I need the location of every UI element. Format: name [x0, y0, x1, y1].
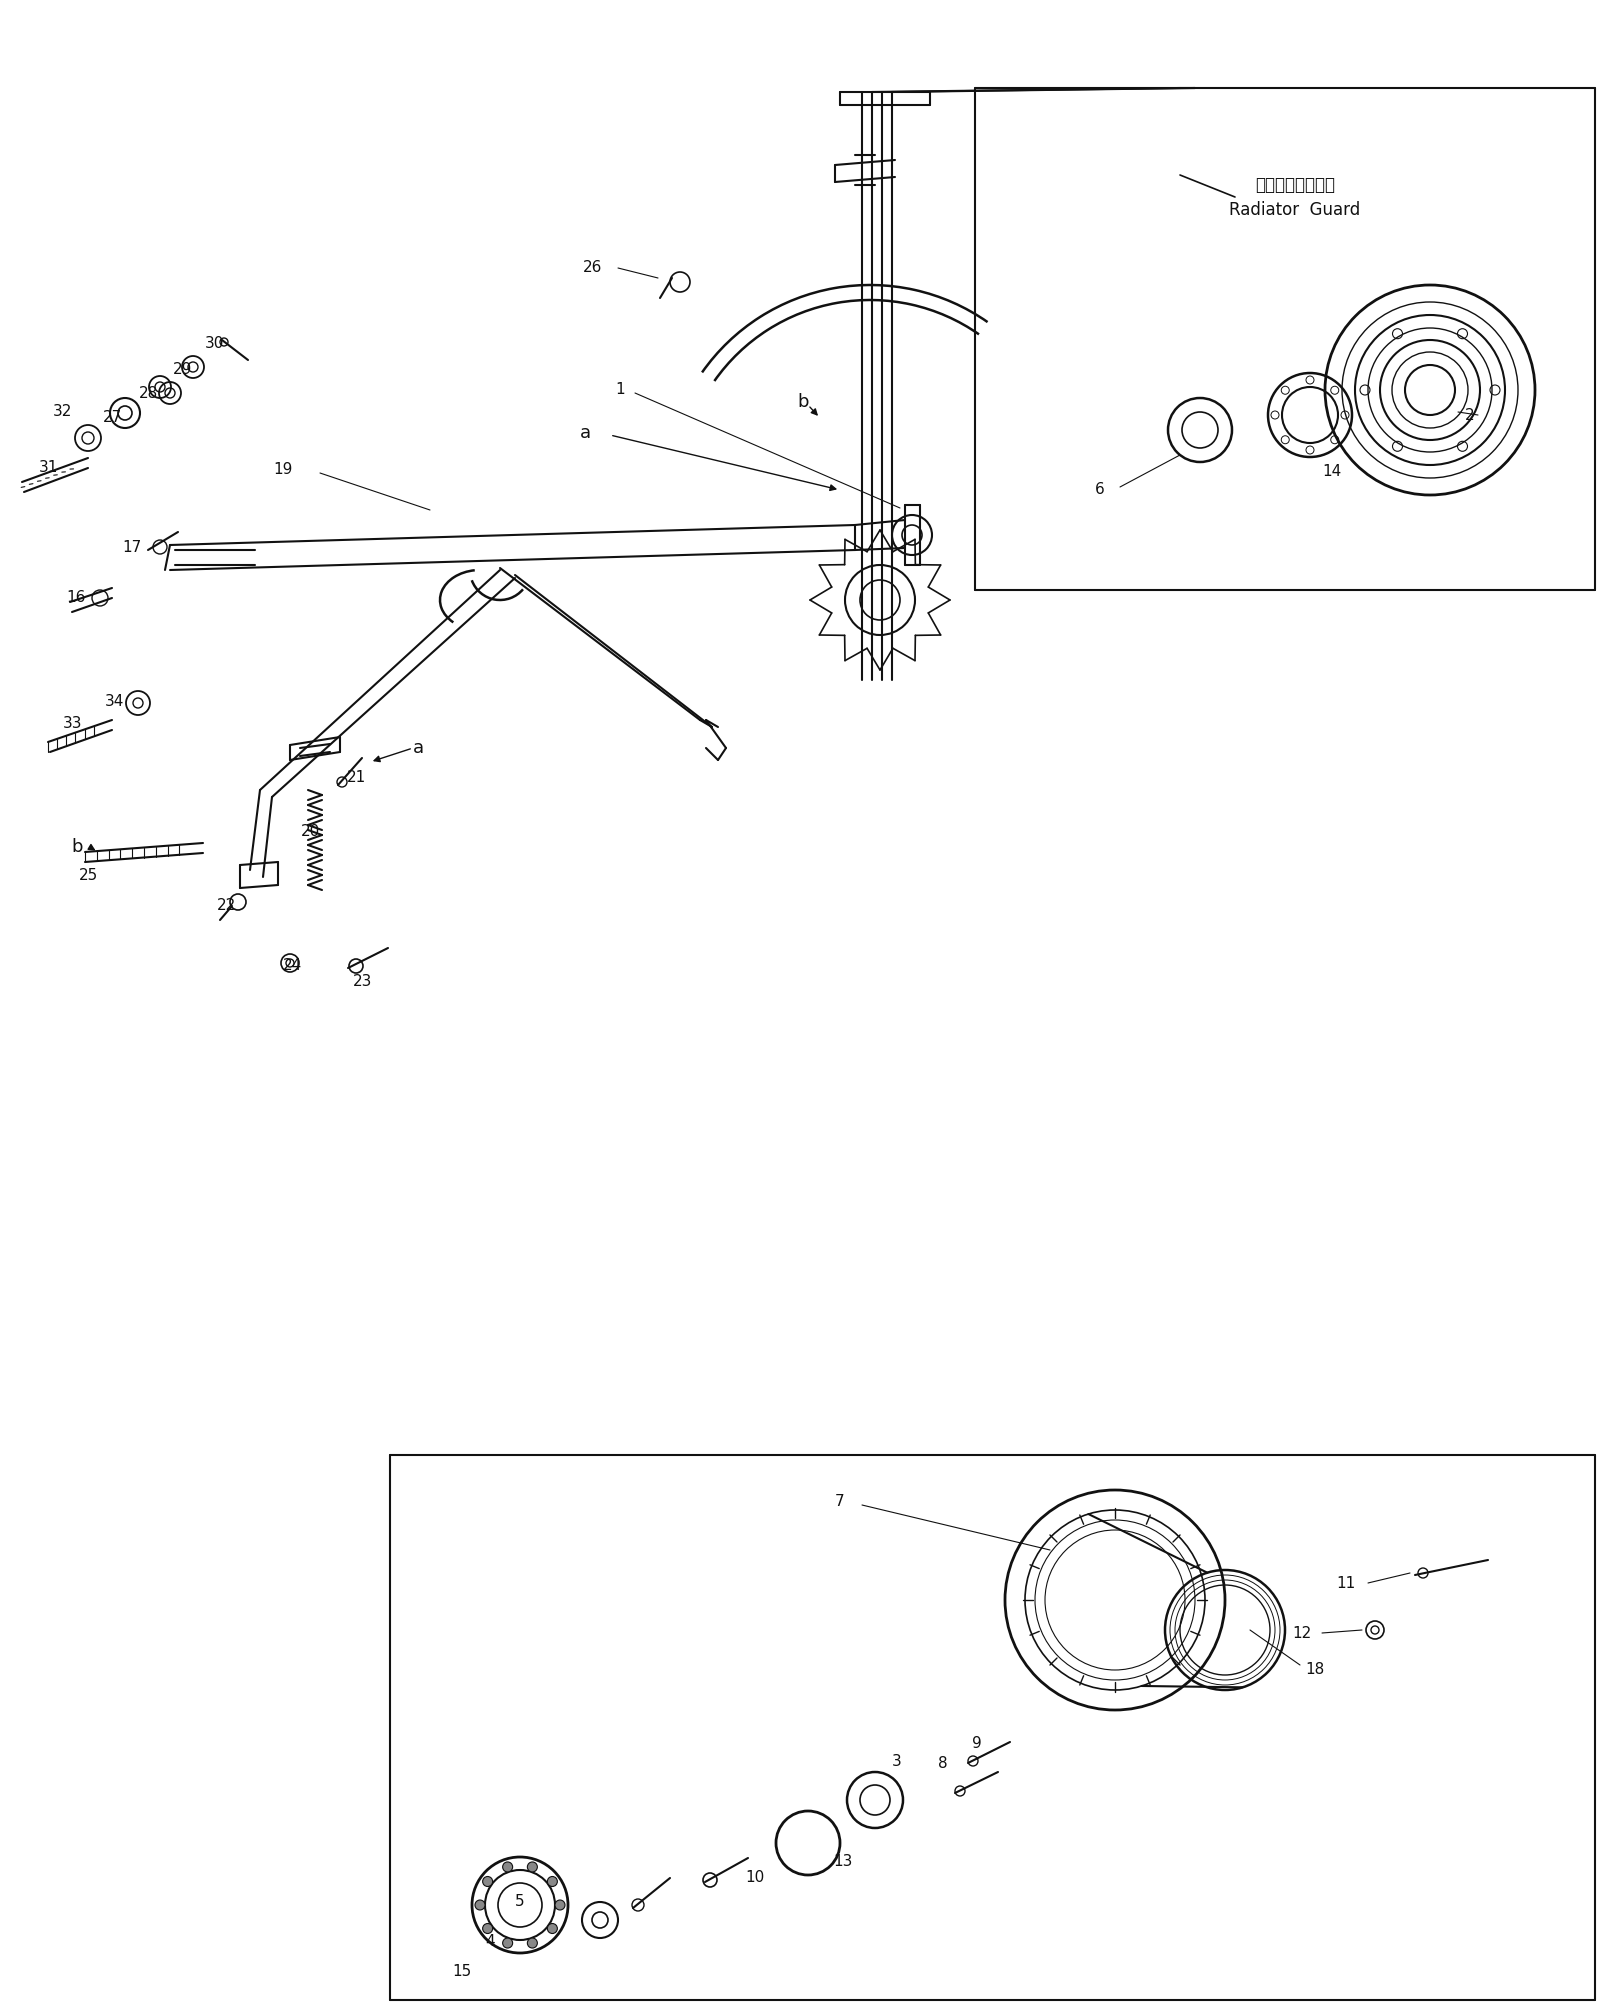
Text: 7: 7: [835, 1495, 845, 1509]
Text: ラジエータガード: ラジエータガード: [1254, 177, 1334, 195]
Circle shape: [483, 1877, 493, 1887]
Circle shape: [528, 1939, 538, 1949]
Text: 8: 8: [938, 1756, 947, 1770]
Text: 13: 13: [834, 1854, 853, 1869]
Text: 28: 28: [138, 385, 158, 401]
Text: 14: 14: [1322, 464, 1342, 480]
Text: 30: 30: [205, 337, 224, 351]
Text: 32: 32: [53, 405, 72, 419]
Text: 34: 34: [106, 694, 125, 710]
Text: 17: 17: [122, 540, 142, 556]
Text: 27: 27: [102, 411, 122, 425]
Text: 24: 24: [282, 959, 302, 973]
Text: 4: 4: [485, 1935, 494, 1949]
Text: 5: 5: [515, 1895, 525, 1909]
Text: 31: 31: [38, 460, 58, 476]
Text: 26: 26: [584, 261, 603, 275]
Text: 29: 29: [173, 363, 192, 377]
Text: 21: 21: [346, 771, 366, 785]
Text: 6: 6: [1094, 482, 1106, 498]
Text: b: b: [72, 839, 83, 857]
Text: 19: 19: [274, 462, 293, 478]
Text: Radiator  Guard: Radiator Guard: [1229, 201, 1360, 219]
Text: b: b: [797, 393, 808, 411]
Text: 23: 23: [354, 975, 373, 989]
Text: 22: 22: [216, 897, 235, 913]
Text: 12: 12: [1293, 1626, 1312, 1640]
Text: 15: 15: [453, 1965, 472, 1979]
Text: a: a: [413, 739, 424, 757]
Text: a: a: [579, 423, 590, 442]
Text: 9: 9: [973, 1736, 982, 1750]
Text: 1: 1: [614, 383, 626, 397]
Circle shape: [547, 1923, 557, 1933]
Circle shape: [555, 1901, 565, 1911]
Text: 20: 20: [301, 825, 320, 839]
Text: 18: 18: [1306, 1662, 1325, 1678]
Circle shape: [502, 1939, 512, 1949]
Circle shape: [547, 1877, 557, 1887]
Circle shape: [528, 1862, 538, 1873]
Text: 16: 16: [66, 590, 86, 604]
Text: 3: 3: [893, 1754, 902, 1770]
Text: 11: 11: [1336, 1575, 1355, 1590]
Circle shape: [475, 1901, 485, 1911]
Text: 2: 2: [1466, 407, 1475, 423]
Circle shape: [483, 1923, 493, 1933]
Circle shape: [502, 1862, 512, 1873]
Text: 10: 10: [746, 1869, 765, 1885]
Text: 25: 25: [78, 869, 98, 883]
Text: 33: 33: [64, 716, 83, 731]
